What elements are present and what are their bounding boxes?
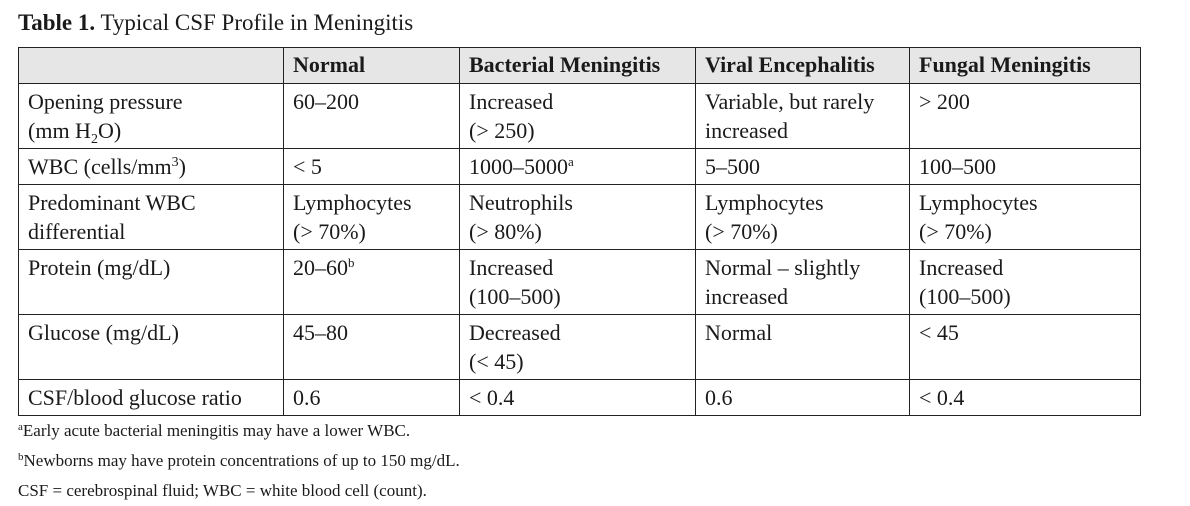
table-row-wbc: WBC (cells/mm3) < 5 1000–5000a 5–500 100… xyxy=(18,148,1141,185)
row-label: WBC (cells/mm3) xyxy=(18,148,284,185)
cell-bacterial: < 0.4 xyxy=(459,379,696,416)
cell-bacterial: 1000–5000a xyxy=(459,148,696,185)
header-row: Normal Bacterial Meningitis Viral Enceph… xyxy=(18,47,1141,84)
cell-bacterial: Decreased (< 45) xyxy=(459,314,696,380)
cell-bacterial: Increased (100–500) xyxy=(459,249,696,315)
row-label: CSF/blood glucose ratio xyxy=(18,379,284,416)
header-blank xyxy=(18,47,284,84)
cell-viral: Variable, but rarely increased xyxy=(695,83,910,149)
footnote-a: aEarly acute bacterial meningitis may ha… xyxy=(18,421,411,440)
cell-normal: 20–60b xyxy=(283,249,460,315)
cell-fungal: < 0.4 xyxy=(909,379,1141,416)
table-footnotes: aEarly acute bacterial meningitis may ha… xyxy=(18,416,460,506)
table-label: Table 1. xyxy=(18,10,96,35)
header-fungal: Fungal Meningitis xyxy=(909,47,1141,84)
row-label: Protein (mg/dL) xyxy=(18,249,284,315)
cell-viral: Normal xyxy=(695,314,910,380)
cell-bacterial: Neutrophils (> 80%) xyxy=(459,184,696,250)
table-row-protein: Protein (mg/dL) 20–60b Increased (100–500… xyxy=(18,249,1141,315)
table-caption: Table 1. Typical CSF Profile in Meningit… xyxy=(18,9,413,37)
cell-normal: < 5 xyxy=(283,148,460,185)
header-bacterial: Bacterial Meningitis xyxy=(459,47,696,84)
cell-normal: Lymphocytes (> 70%) xyxy=(283,184,460,250)
cell-normal: 0.6 xyxy=(283,379,460,416)
cell-viral: Normal – slightly increased xyxy=(695,249,910,315)
footnote-abbreviations: CSF = cerebrospinal fluid; WBC = white b… xyxy=(18,481,427,500)
cell-viral: Lymphocytes (> 70%) xyxy=(695,184,910,250)
table-row-glucose: Glucose (mg/dL) 45–80 Decreased (< 45) No… xyxy=(18,314,1141,380)
cell-normal: 60–200 xyxy=(283,83,460,149)
row-label: Predominant WBC differential xyxy=(18,184,284,250)
table-row-differential: Predominant WBC differential Lymphocytes(… xyxy=(18,184,1141,250)
row-label: Opening pressure (mm H2O) xyxy=(18,83,284,149)
cell-fungal: 100–500 xyxy=(909,148,1141,185)
table-row-ratio: CSF/blood glucose ratio 0.6 < 0.4 0.6 < … xyxy=(18,379,1141,416)
table-title: Typical CSF Profile in Meningitis xyxy=(100,10,414,35)
header-viral: Viral Encephalitis xyxy=(695,47,910,84)
header-normal: Normal xyxy=(283,47,460,84)
footnote-marker: b xyxy=(348,255,355,270)
row-label: Glucose (mg/dL) xyxy=(18,314,284,380)
csf-profile-table: Normal Bacterial Meningitis Viral Enceph… xyxy=(18,47,1141,416)
cell-fungal: > 200 xyxy=(909,83,1141,149)
cell-viral: 5–500 xyxy=(695,148,910,185)
cell-viral: 0.6 xyxy=(695,379,910,416)
cell-normal: 45–80 xyxy=(283,314,460,380)
cell-fungal: Lymphocytes (> 70%) xyxy=(909,184,1141,250)
footnote-marker: a xyxy=(568,154,574,169)
table-row-opening-pressure: Opening pressure (mm H2O) 60–200 Increas… xyxy=(18,83,1141,149)
cell-bacterial: Increased (> 250) xyxy=(459,83,696,149)
cell-fungal: < 45 xyxy=(909,314,1141,380)
footnote-b: bNewborns may have protein concentration… xyxy=(18,451,460,470)
cell-fungal: Increased (100–500) xyxy=(909,249,1141,315)
